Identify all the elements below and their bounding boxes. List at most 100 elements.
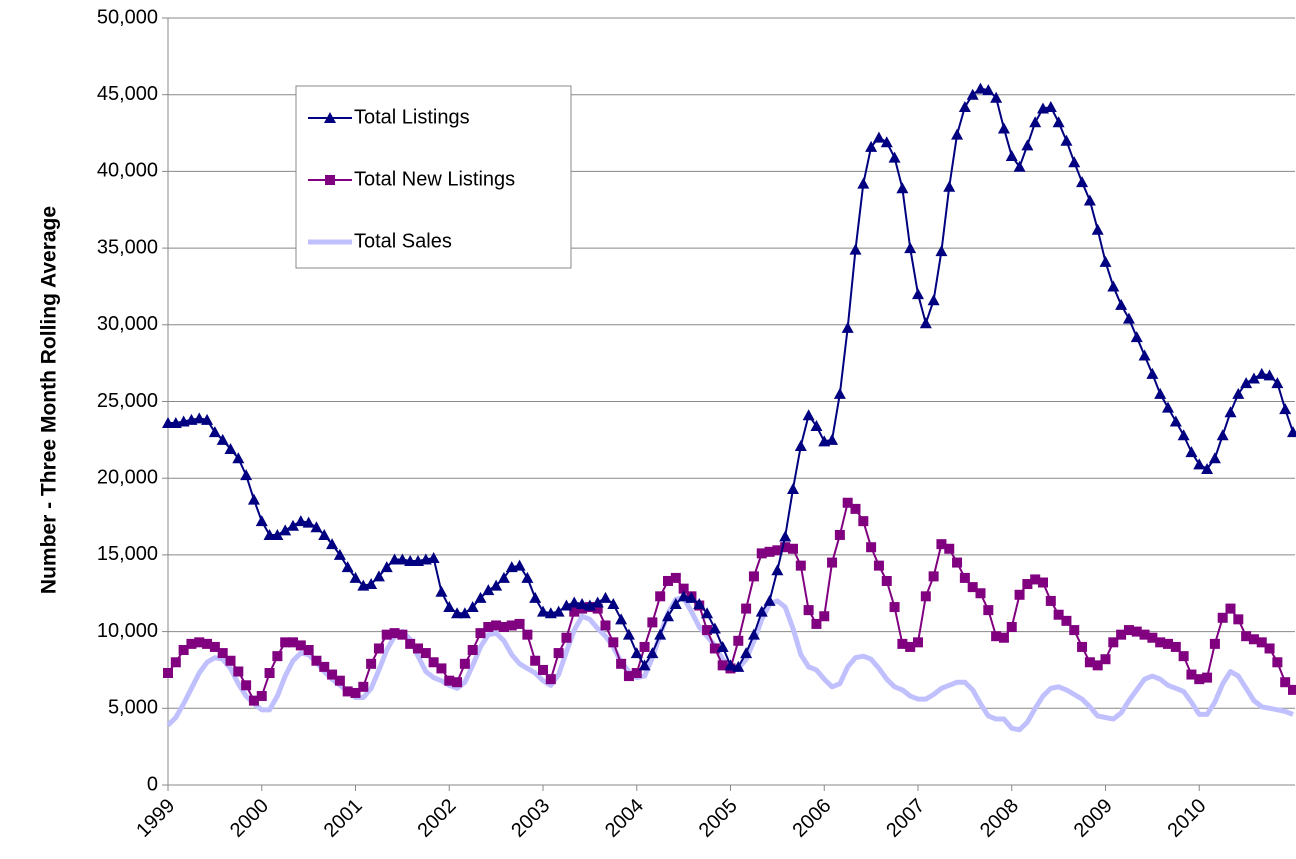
data-point xyxy=(747,628,760,640)
data-point xyxy=(1216,429,1229,441)
data-point xyxy=(521,571,534,583)
data-point xyxy=(724,659,737,671)
data-point xyxy=(622,628,635,640)
data-point xyxy=(522,629,533,640)
data-point xyxy=(787,482,799,494)
data-point xyxy=(639,641,650,652)
data-point xyxy=(646,647,659,659)
data-point xyxy=(936,539,947,550)
data-point xyxy=(466,601,479,613)
data-point xyxy=(1169,415,1182,427)
data-point xyxy=(427,551,440,563)
data-point xyxy=(178,645,189,656)
data-point xyxy=(241,680,252,691)
data-point xyxy=(310,521,323,533)
data-point xyxy=(1209,638,1220,649)
data-point xyxy=(560,599,573,611)
data-point xyxy=(350,687,361,698)
data-point xyxy=(834,529,845,540)
legend-label: Total Listings xyxy=(354,106,470,128)
data-point xyxy=(1116,629,1127,640)
data-point xyxy=(811,618,822,629)
data-point xyxy=(615,613,628,625)
data-point xyxy=(435,585,448,597)
data-point xyxy=(788,543,798,554)
data-point xyxy=(928,571,939,582)
data-point xyxy=(975,588,986,599)
data-point xyxy=(1083,194,1096,206)
data-point xyxy=(638,659,651,671)
data-point xyxy=(1139,629,1150,640)
data-point xyxy=(888,151,901,163)
data-point xyxy=(763,594,776,606)
data-point xyxy=(756,548,767,559)
data-point xyxy=(1272,657,1283,668)
data-point xyxy=(428,657,439,668)
data-point xyxy=(279,524,292,536)
data-point xyxy=(247,493,260,505)
data-point xyxy=(1155,637,1166,648)
data-point xyxy=(319,661,330,672)
data-point xyxy=(1287,426,1296,438)
data-point xyxy=(530,655,541,666)
legend-label: Total New Listings xyxy=(354,168,515,190)
data-point xyxy=(163,668,173,679)
data-point xyxy=(717,660,728,671)
data-point xyxy=(248,695,259,706)
data-point xyxy=(670,572,681,583)
data-point xyxy=(733,635,744,646)
data-point xyxy=(741,603,752,614)
data-point xyxy=(341,561,354,573)
data-point xyxy=(1068,156,1081,168)
data-point xyxy=(224,443,237,455)
data-point xyxy=(1162,401,1174,413)
data-point xyxy=(944,543,955,554)
data-point xyxy=(990,91,1003,103)
y-tick-label: 0 xyxy=(147,773,158,795)
data-point xyxy=(366,658,377,669)
data-point xyxy=(553,648,564,659)
data-point xyxy=(311,655,322,666)
data-point xyxy=(1107,280,1120,292)
data-point xyxy=(225,655,236,666)
data-point xyxy=(771,564,784,576)
data-point xyxy=(819,611,830,622)
data-point xyxy=(216,433,229,445)
data-point xyxy=(513,559,526,571)
data-point xyxy=(772,545,783,556)
data-point xyxy=(1288,684,1296,695)
data-point xyxy=(1092,660,1103,671)
data-point xyxy=(537,605,549,617)
data-point xyxy=(1146,367,1159,379)
data-point xyxy=(1225,603,1236,614)
data-point xyxy=(1170,641,1181,652)
y-tick-label: 5,000 xyxy=(108,697,158,719)
data-point xyxy=(913,637,923,648)
data-point xyxy=(1014,589,1025,600)
data-point xyxy=(240,469,253,481)
data-point xyxy=(569,606,580,617)
data-point xyxy=(397,629,408,640)
data-point xyxy=(1154,387,1167,399)
data-point xyxy=(287,519,299,531)
data-point xyxy=(952,557,963,568)
y-tick-label: 40,000 xyxy=(97,160,158,182)
data-point xyxy=(1247,372,1260,384)
data-point xyxy=(552,605,565,617)
data-point xyxy=(866,542,877,553)
legend-box xyxy=(295,85,572,269)
data-point xyxy=(497,571,510,583)
data-point xyxy=(545,674,556,685)
data-point xyxy=(959,572,970,583)
data-point xyxy=(1280,677,1291,688)
data-point xyxy=(708,622,721,634)
data-point xyxy=(318,528,331,540)
data-point xyxy=(405,638,416,649)
data-point xyxy=(1255,367,1268,379)
data-point xyxy=(716,640,729,652)
data-point xyxy=(857,177,870,189)
data-point xyxy=(1060,134,1073,146)
legend-marker xyxy=(325,175,335,185)
data-point xyxy=(1108,637,1119,648)
